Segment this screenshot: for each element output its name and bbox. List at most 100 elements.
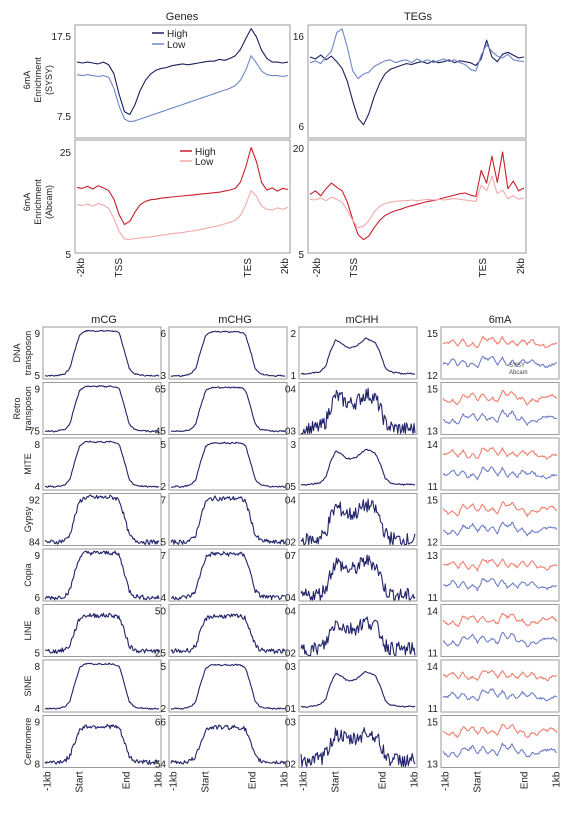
ytick-bottom-2-3: 11 (428, 482, 439, 493)
panel-7-1 (168, 715, 288, 768)
series-line-genes_sysy-low (76, 55, 289, 123)
series-line-6ma-sysy-6 (442, 669, 558, 682)
panel-5-0 (42, 604, 162, 657)
series-line-mchg-1 (170, 386, 286, 433)
panel-1-0 (42, 382, 162, 435)
panel-7-0 (42, 715, 162, 768)
column-title-genes: Genes (166, 11, 199, 23)
xtick-bottom-2-2: End (378, 772, 389, 790)
panel-genes-abcam (74, 139, 291, 254)
series-line-mchh-3 (300, 498, 416, 546)
ytick-bottom-5-1: 25 (155, 649, 167, 660)
row-label-sysy-line2: Enrichment (33, 57, 43, 103)
panel-2-0 (42, 437, 162, 491)
ytick-top-2-0: 8 (34, 440, 40, 451)
xtick-bottom-1-0: -1kb (169, 771, 180, 791)
series-line-6ma-abcam-3 (442, 521, 558, 537)
series-line-mchh-4 (300, 554, 416, 601)
series-line-mchh-6 (300, 670, 416, 708)
row-label-line2: transposon (23, 386, 33, 431)
ytick-bottom-1-0: 75 (29, 427, 41, 438)
column-title-tegs: TEGs (404, 11, 433, 23)
row-label-5: LINE (23, 620, 33, 640)
row-label-abcam: 6mA Enrichment (Abcam) (22, 179, 54, 225)
panel-6-0 (42, 659, 162, 713)
xtick-genes-tes: TES (243, 258, 254, 278)
series-line-6ma-abcam-1 (443, 409, 558, 426)
ytick-top-4-0: 9 (34, 551, 40, 562)
ytick-bottom-0-0: 5 (34, 371, 40, 382)
ytick-top-5-1: 50 (155, 607, 167, 618)
legend-6ma-abcam: Abcam (509, 370, 528, 376)
series-line-tegs_sysy-high (309, 39, 525, 126)
series-line-mchg-2 (170, 441, 286, 488)
xtick-bottom-1-2: End (248, 772, 259, 790)
legend-abcam-low-label: Low (195, 157, 214, 168)
panel-4-2 (298, 548, 418, 602)
series-line-mchh-7 (300, 727, 416, 768)
row-label-line1: Gypsy (23, 506, 33, 532)
panel-4-3 (440, 548, 560, 602)
series-line-mcg-3 (44, 494, 160, 546)
xtick-bottom-0-0: -1kb (43, 771, 54, 791)
ytick-bottom-0-2: 1 (290, 371, 296, 382)
ytick-genes-sysy-bottom: 7.5 (57, 112, 71, 123)
panel-0-0 (42, 326, 162, 380)
column-title-6ma: 6mA (489, 314, 512, 326)
ytick-top-7-3: 15 (427, 718, 439, 729)
ytick-bottom-5-2: 02 (285, 649, 297, 660)
ytick-bottom-4-1: 4 (160, 593, 166, 604)
xtick-bottom-0-1: Start (74, 771, 85, 792)
series-line-mchh-1 (300, 387, 416, 435)
panel-1-1 (168, 382, 288, 435)
xtick-tegs-2kb: 2kb (516, 258, 527, 275)
legend-abcam: High Low (180, 147, 216, 168)
row-label-abcam-line1: 6mA (22, 193, 32, 212)
series-line-6ma-sysy-5 (442, 612, 558, 628)
legend-sysy: High Low (152, 29, 188, 51)
panel-6-2 (298, 659, 418, 713)
panel-genes-sysy (74, 24, 291, 139)
xtick-bottom-2-1: Start (330, 771, 341, 792)
ytick-top-5-2: 04 (285, 607, 297, 618)
series-line-6ma-abcam-4 (442, 578, 558, 592)
ytick-bottom-4-0: 6 (34, 593, 40, 604)
ytick-top-6-1: 5 (160, 662, 166, 673)
ytick-bottom-3-0: 84 (29, 538, 41, 549)
series-line-6ma-abcam-7 (442, 742, 558, 758)
series-line-mchh-2 (300, 448, 415, 486)
series-line-mchg-7 (170, 724, 286, 765)
row-label-line1: Copia (23, 563, 33, 587)
panel-6-3 (440, 659, 560, 713)
ytick-bottom-4-3: 11 (428, 593, 439, 604)
panel-0-3 (440, 326, 560, 380)
row-label-line1: DNA (12, 343, 22, 362)
ytick-bottom-2-0: 4 (34, 482, 40, 493)
bottom-x-ticks: -1kb Start End 1kb -1kb Start End 1kb -1kb Start E… (43, 771, 563, 793)
xtick-genes-2kb: 2kb (280, 258, 291, 275)
legend-sysy-low-label: Low (167, 40, 186, 51)
row-label-3: Gypsy (23, 506, 33, 532)
ytick-tegs-abcam-bottom: 5 (298, 250, 304, 261)
ytick-top-3-0: 92 (29, 496, 41, 507)
ytick-bottom-5-3: 11 (428, 649, 439, 660)
series-line-genes_abcam-low (76, 190, 289, 241)
row-label-line1: MITE (23, 453, 33, 475)
ytick-bottom-7-1: 54 (155, 760, 167, 771)
column-title-mchg: mCHG (218, 314, 252, 326)
row-label-line1: Retro (12, 397, 22, 419)
ytick-top-5-3: 14 (427, 607, 439, 618)
legend-abcam-high-label: High (195, 147, 216, 158)
series-line-6ma-abcam-2 (442, 466, 558, 481)
panel-2-1 (168, 437, 288, 491)
ytick-bottom-1-3: 13 (427, 427, 439, 438)
row-label-line1: SINE (23, 675, 33, 696)
ytick-tegs-sysy-top: 16 (293, 32, 305, 43)
row-label-line2: transposon (23, 331, 33, 376)
series-line-genes_abcam-high (76, 146, 289, 226)
ytick-top-0-2: 2 (290, 329, 296, 340)
panel-4-1 (168, 548, 288, 602)
panel-5-1 (168, 604, 288, 657)
